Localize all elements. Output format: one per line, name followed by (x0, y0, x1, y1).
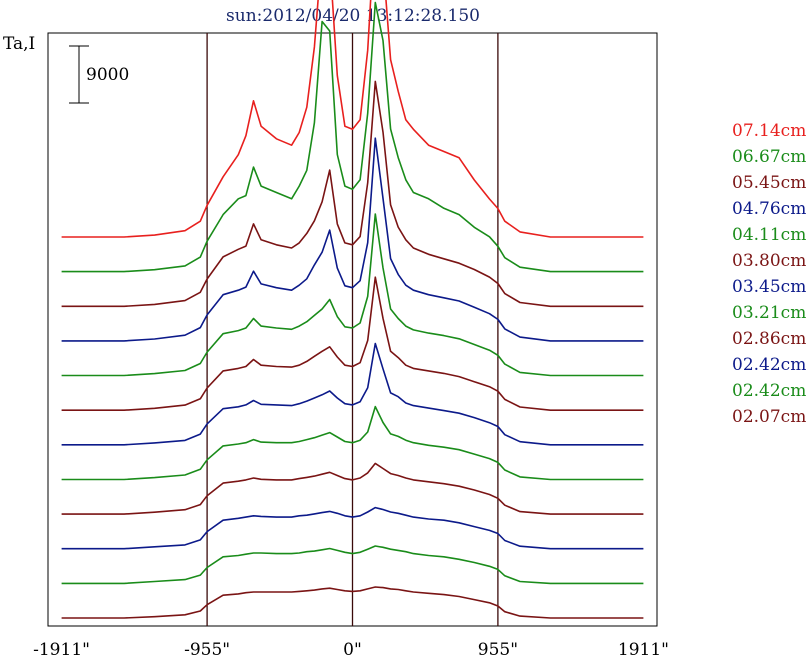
legend-item-7: 03.21cm (732, 303, 806, 323)
vertical-lines (206, 33, 499, 626)
y-axis-label: Ta,I (3, 34, 35, 54)
series-line-0476cm-3 (61, 137, 644, 342)
series-line-0714cm-0 (61, 0, 644, 238)
series-line-0345cm-6 (61, 342, 644, 446)
legend-item-11: 02.07cm (732, 407, 806, 427)
x-tick-label-0: -1911" (33, 640, 90, 660)
series-line-0321cm-7 (61, 405, 644, 481)
legend-item-1: 06.67cm (732, 147, 806, 167)
series-line-0545cm-2 (61, 80, 644, 308)
legend-item-9: 02.42cm (732, 355, 806, 375)
legend-item-6: 03.45cm (732, 277, 806, 297)
series-line-0380cm-5 (61, 276, 644, 412)
legend-item-2: 05.45cm (732, 173, 806, 193)
series-line-0286cm-8 (61, 462, 644, 515)
scale-bar-label: 9000 (86, 65, 129, 85)
legend-item-4: 04.11cm (732, 225, 806, 245)
x-tick-label-2: 0" (343, 640, 362, 660)
legend-item-8: 02.86cm (732, 329, 806, 349)
series-line-0667cm-1 (61, 1, 644, 273)
series-line-0207cm-11 (61, 586, 644, 619)
legend-item-10: 02.42cm (732, 381, 806, 401)
legend-item-5: 03.80cm (732, 251, 806, 271)
legend-item-0: 07.14cm (732, 121, 806, 141)
x-ticks: -1911" -955" 0" 955" 1911" (33, 640, 669, 660)
series-line-0411cm-4 (61, 213, 644, 377)
x-tick-label-3: 955" (478, 640, 518, 660)
series-line-0242cm-10 (61, 545, 644, 585)
series-line-0242cm-9 (61, 506, 644, 550)
series-group (61, 0, 644, 619)
legend-item-3: 04.76cm (732, 199, 806, 219)
x-tick-label-1: -955" (184, 640, 230, 660)
legend: 07.14cm 06.67cm 05.45cm 04.76cm 04.11cm 03.80… (732, 121, 806, 427)
x-tick-label-4: 1911" (618, 640, 669, 660)
chart-title: sun:2012/04/20 13:12:28.150 (226, 6, 480, 26)
scale-bar: 9000 (69, 45, 129, 104)
